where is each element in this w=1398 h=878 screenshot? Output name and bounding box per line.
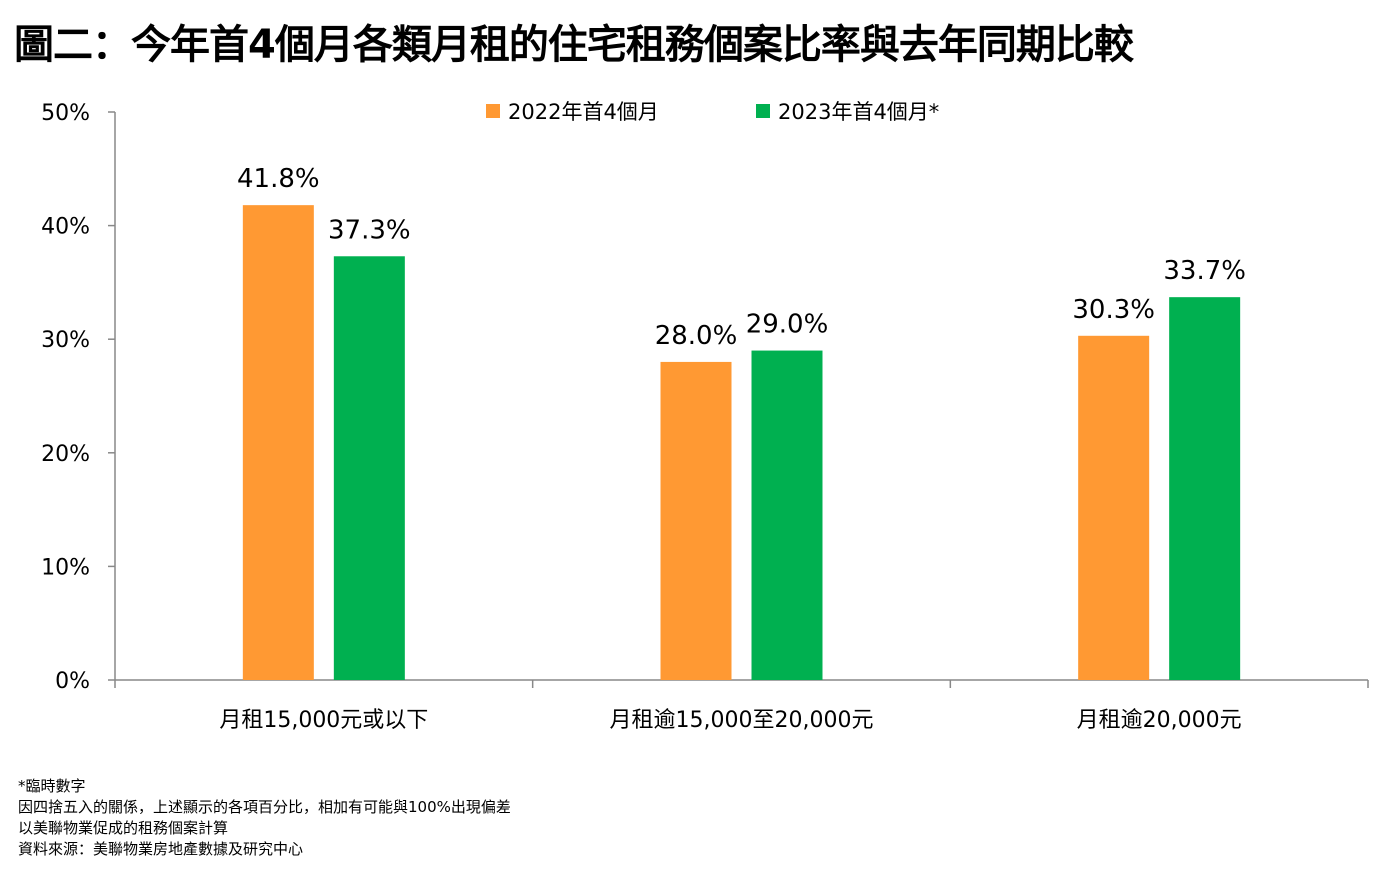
legend-label: 2023年首4個月*	[778, 100, 939, 124]
x-tick-label: 月租15,000元或以下	[219, 708, 428, 733]
data-label: 28.0%	[655, 321, 738, 351]
footnotes: *臨時數字 因四捨五入的關係，上述顯示的各項百分比，相加有可能與100%出現偏差…	[18, 776, 511, 860]
data-label: 37.3%	[328, 215, 411, 245]
bar-2023	[333, 256, 405, 680]
legend-swatch	[486, 104, 500, 118]
y-tick-label: 10%	[41, 555, 90, 580]
data-label: 30.3%	[1072, 295, 1155, 325]
x-tick-label: 月租逾15,000至20,000元	[610, 708, 874, 733]
y-tick-label: 40%	[41, 215, 90, 240]
y-tick-label: 50%	[41, 101, 90, 126]
footnote-basis: 以美聯物業促成的租務個案計算	[18, 819, 229, 837]
footnote-source: 資料來源：美聯物業房地產數據及研究中心	[18, 840, 304, 858]
data-label: 29.0%	[746, 310, 829, 340]
y-tick-label: 30%	[41, 328, 90, 353]
legend-swatch	[756, 104, 770, 118]
data-label: 41.8%	[237, 164, 320, 194]
bar-2022	[1078, 335, 1150, 680]
bar-2023	[1169, 297, 1241, 680]
y-tick-label: 0%	[55, 669, 90, 694]
x-tick-label: 月租逾20,000元	[1077, 708, 1242, 733]
y-tick-label: 20%	[41, 442, 90, 467]
bar-chart: 0% 10% 20% 30% 40% 50% 41.8% 37.3% 月租15,000元或以下 2…	[41, 100, 1369, 733]
bar-2022	[660, 361, 732, 680]
footnote-provisional: *臨時數字	[18, 777, 86, 795]
chart-title: 圖二：今年首4個月各類月租的住宅租務個案比率與去年同期比較	[14, 22, 1134, 68]
data-label: 33.7%	[1163, 256, 1246, 286]
bar-2022	[242, 205, 314, 681]
bar-2023	[751, 350, 823, 680]
legend-label: 2022年首4個月	[508, 100, 659, 124]
footnote-rounding: 因四捨五入的關係，上述顯示的各項百分比，相加有可能與100%出現偏差	[18, 798, 511, 816]
